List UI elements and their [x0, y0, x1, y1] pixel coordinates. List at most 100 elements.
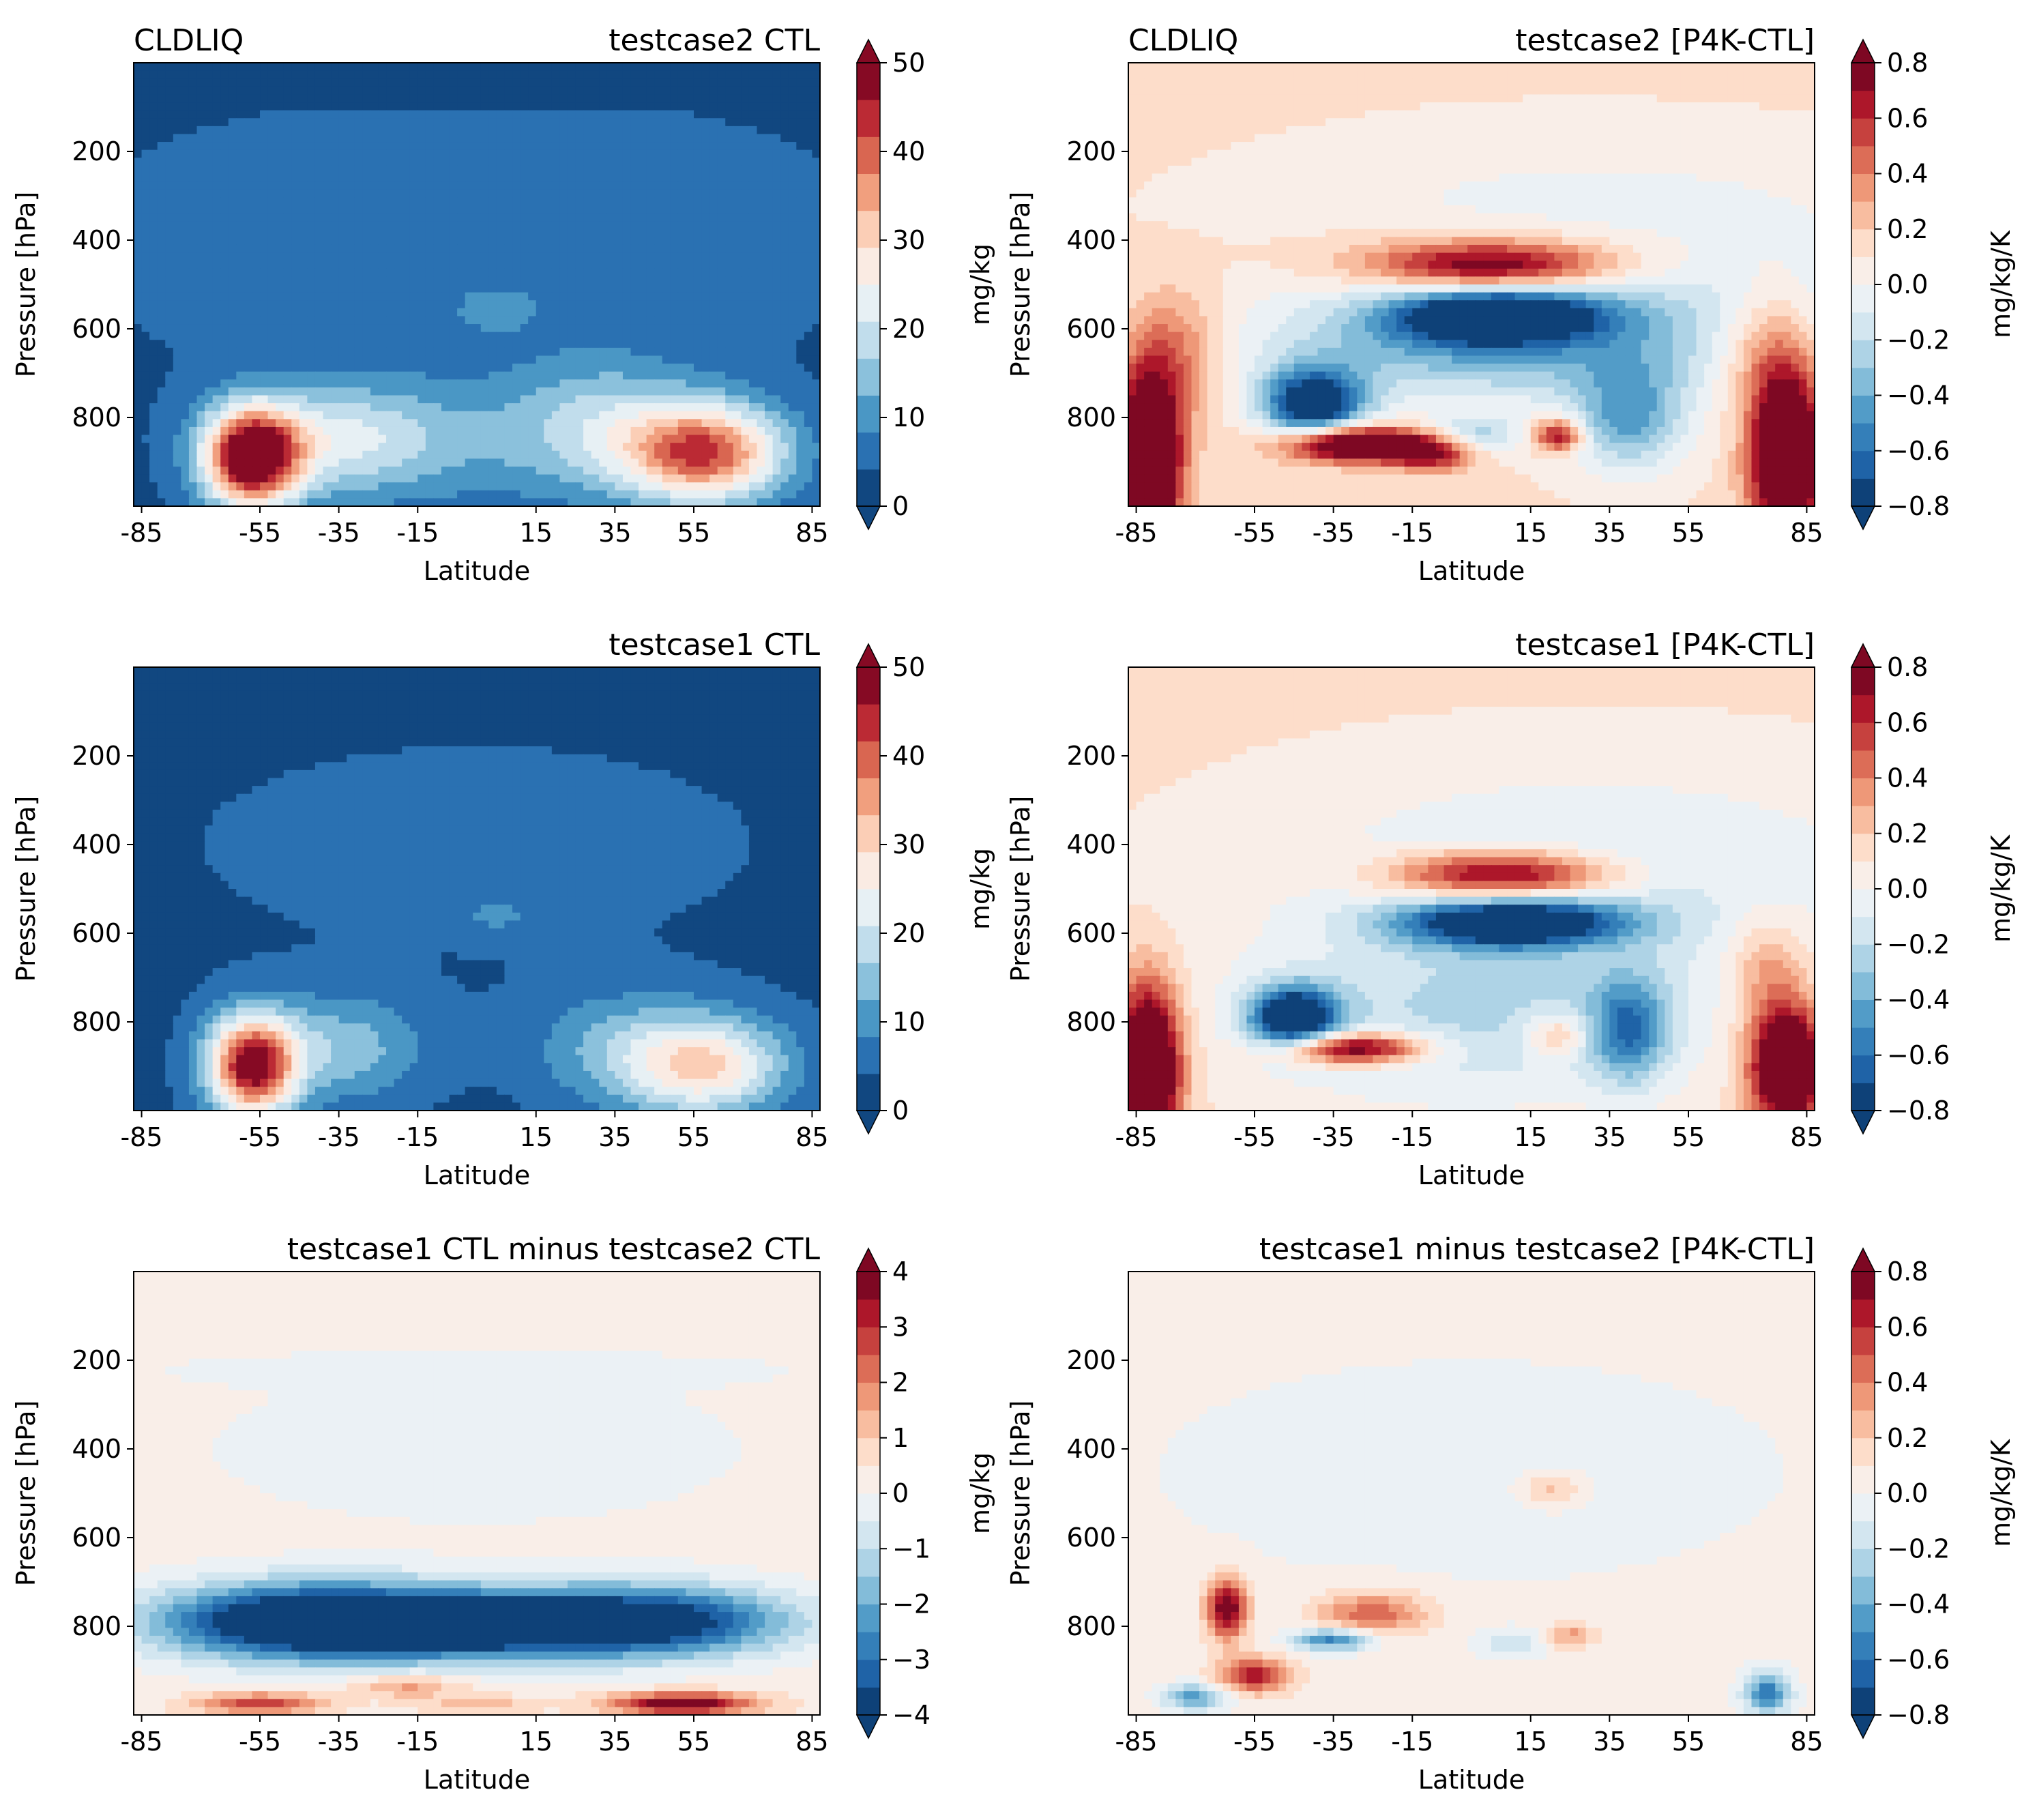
heatmap-cell: [457, 158, 466, 166]
heatmap-cell: [504, 181, 513, 190]
heatmap-cell: [433, 102, 442, 111]
heatmap-cell: [149, 332, 158, 340]
heatmap-cell: [347, 142, 355, 151]
heatmap-cell: [528, 126, 537, 135]
heatmap-cell: [267, 403, 276, 412]
heatmap-cell: [417, 324, 426, 333]
heatmap-cell: [693, 237, 703, 246]
heatmap-cell: [1546, 63, 1555, 72]
heatmap-cell: [488, 450, 497, 459]
heatmap-cell: [449, 134, 458, 143]
heatmap-cell: [812, 364, 821, 372]
heatmap-cell: [575, 316, 584, 325]
heatmap-cell: [260, 252, 269, 261]
heatmap-cell: [141, 411, 150, 420]
heatmap-cell: [331, 411, 340, 420]
heatmap-cell: [323, 252, 332, 261]
heatmap-cell: [496, 268, 506, 277]
heatmap-cell: [473, 165, 482, 175]
heatmap-cell: [559, 213, 568, 222]
heatmap-cell: [347, 244, 355, 254]
colorbar-segment: [857, 173, 880, 211]
heatmap-cell: [338, 173, 347, 182]
heatmap-cell: [165, 181, 174, 190]
colorbar-tick-label: 40: [892, 136, 925, 166]
heatmap-cell: [134, 395, 143, 404]
heatmap-cell: [662, 181, 671, 190]
heatmap-cell: [670, 498, 679, 507]
heatmap-cell: [701, 102, 710, 111]
heatmap-cell: [188, 387, 198, 396]
heatmap-cell: [639, 142, 647, 151]
heatmap-cell: [520, 78, 529, 87]
y-axis-label: Pressure [hPa]: [11, 192, 41, 378]
heatmap-cell: [606, 332, 615, 340]
heatmap-cell: [544, 419, 553, 428]
heatmap-cell: [725, 63, 734, 72]
heatmap-cell: [244, 205, 253, 214]
heatmap-cell: [323, 261, 332, 269]
heatmap-cell: [394, 355, 402, 364]
heatmap-cell: [228, 229, 237, 237]
heatmap-cell: [599, 205, 608, 214]
heatmap-cell: [220, 221, 229, 230]
heatmap-cell: [780, 142, 789, 151]
heatmap-cell: [314, 324, 324, 333]
heatmap-cell: [433, 149, 442, 158]
heatmap-cell: [765, 458, 774, 467]
heatmap-cell: [323, 110, 332, 119]
heatmap-cell: [677, 340, 687, 349]
heatmap-cell: [331, 316, 340, 325]
heatmap-cell: [670, 118, 679, 127]
heatmap-cell: [748, 205, 758, 214]
heatmap-cell: [551, 292, 561, 301]
heatmap-cell: [512, 181, 521, 190]
heatmap-cell: [425, 498, 434, 507]
heatmap-cell: [323, 482, 332, 491]
heatmap-cell: [591, 498, 600, 507]
heatmap-cell: [425, 94, 434, 103]
heatmap-cell: [323, 355, 332, 364]
heatmap-cell: [496, 347, 506, 357]
heatmap-cell: [291, 482, 300, 491]
heatmap-cell: [260, 324, 269, 333]
heatmap-cell: [748, 347, 758, 357]
heatmap-cell: [591, 134, 600, 143]
heatmap-cell: [630, 276, 639, 285]
heatmap-cell: [812, 332, 821, 340]
heatmap-cell: [804, 94, 813, 103]
heatmap-cell: [804, 379, 813, 388]
heatmap-cell: [181, 316, 190, 325]
heatmap-cell: [141, 181, 150, 190]
heatmap-cell: [646, 268, 655, 277]
heatmap-cell: [228, 324, 237, 333]
heatmap-cell: [236, 411, 245, 420]
heatmap-cell: [804, 324, 813, 333]
heatmap-cell: [599, 244, 608, 254]
heatmap-cell: [772, 324, 781, 333]
heatmap-cell: [606, 70, 615, 79]
heatmap-cell: [591, 284, 600, 293]
heatmap-cell: [252, 110, 261, 119]
heatmap-cell: [314, 482, 324, 491]
heatmap-cell: [433, 466, 442, 475]
heatmap-cell: [772, 165, 781, 175]
heatmap-cell: [354, 316, 363, 325]
heatmap-cell: [701, 229, 710, 237]
heatmap-cell: [488, 126, 497, 135]
heatmap-cell: [567, 173, 576, 182]
heatmap-cell: [615, 149, 624, 158]
heatmap-cell: [551, 244, 561, 254]
heatmap-cell: [765, 158, 774, 166]
heatmap-cell: [701, 395, 710, 404]
heatmap-cell: [212, 261, 221, 269]
heatmap-cell: [630, 316, 639, 325]
heatmap-cell: [425, 252, 434, 261]
heatmap-cell: [796, 86, 805, 96]
heatmap-cell: [181, 205, 190, 214]
heatmap-cell: [465, 426, 473, 436]
heatmap-cell: [520, 181, 529, 190]
heatmap-cell: [615, 165, 624, 175]
heatmap-cell: [196, 205, 205, 214]
heatmap-cell: [338, 158, 347, 166]
